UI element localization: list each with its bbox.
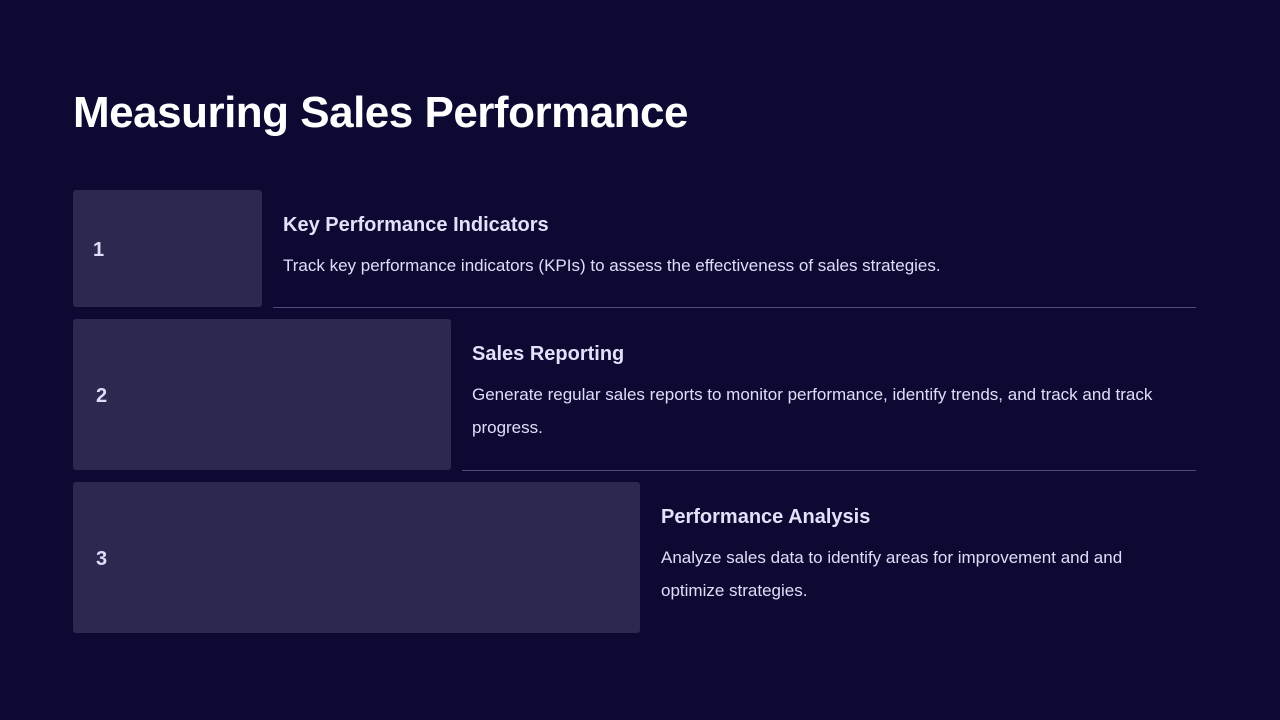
step-3-number: 3 <box>96 548 108 570</box>
step-1-number: 1 <box>93 239 105 261</box>
step-2-content: Sales Reporting Generate regular sales r… <box>472 343 1162 444</box>
step-3-content: Performance Analysis Analyze sales data … <box>661 506 1151 607</box>
step-3-heading: Performance Analysis <box>661 506 871 528</box>
step-2-box <box>73 319 451 470</box>
step-1-heading: Key Performance Indicators <box>283 214 549 236</box>
step-2-number: 2 <box>96 385 108 407</box>
step-1-box <box>73 190 262 307</box>
slide-title: Measuring Sales Performance <box>73 88 688 137</box>
step-3-description: Analyze sales data to identify areas for… <box>661 548 1123 600</box>
step-1-divider <box>273 307 1196 308</box>
step-3-box <box>73 482 640 633</box>
step-1-description: Track key performance indicators (KPIs) … <box>283 256 941 275</box>
step-2-heading: Sales Reporting <box>472 343 625 365</box>
step-2-divider <box>462 470 1196 471</box>
step-1-content: Key Performance Indicators Track key per… <box>283 214 1183 282</box>
step-2-description: Generate regular sales reports to monito… <box>472 385 1153 437</box>
